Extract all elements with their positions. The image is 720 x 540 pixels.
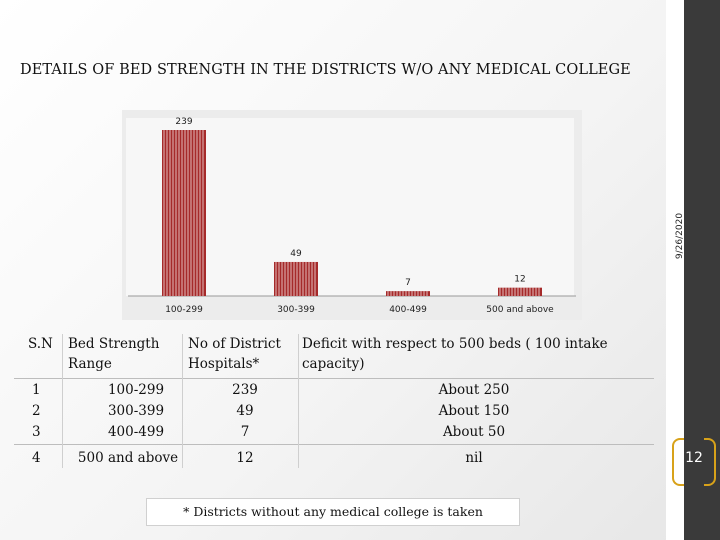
data-label: 239 — [175, 117, 192, 127]
left-bracket-icon — [672, 438, 684, 486]
bar-300-399 — [274, 261, 318, 296]
bar-chart: 239 100-299 49 300-399 7 400-499 12 500 and abo… — [122, 110, 582, 320]
x-tick-label: 500 and above — [486, 305, 554, 315]
header-district-hospitals: No of District Hospitals* — [188, 336, 281, 372]
bar-500-and-above — [498, 287, 542, 296]
slide-title: DETAILS OF BED STRENGTH IN THE DISTRICTS… — [20, 62, 631, 78]
date-strip — [666, 0, 684, 540]
table-cell: 1 — [32, 382, 41, 398]
table-cell: About 50 — [442, 424, 506, 440]
bar-400-499 — [386, 291, 430, 296]
right-bracket-icon — [704, 438, 716, 486]
table-cell: 2 — [32, 403, 41, 419]
x-tick-label: 400-499 — [389, 305, 427, 315]
page-number-badge: 12 — [672, 438, 716, 486]
table-cell: 239 — [232, 382, 258, 398]
data-label: 49 — [290, 249, 302, 259]
table-cell: 100-299 — [107, 382, 165, 398]
table-cell: About 150 — [438, 403, 510, 419]
footnote: * Districts without any medical college … — [146, 498, 520, 526]
table-cell: 7 — [240, 424, 250, 440]
header-bed-strength: Bed Strength Range — [68, 336, 160, 372]
bar — [162, 130, 206, 296]
table-cell: 49 — [236, 403, 254, 419]
x-tick-label: 100-299 — [165, 305, 203, 315]
header-divider — [14, 378, 654, 379]
header-sn: S.N — [28, 336, 53, 352]
chart-svg: 239 100-299 49 300-399 7 400-499 12 500 and abo… — [126, 117, 576, 315]
data-label: 12 — [514, 275, 525, 285]
page-number: 12 — [685, 450, 703, 466]
bar-100-299 — [162, 130, 206, 296]
table-cell: nil — [465, 450, 483, 466]
bar — [386, 291, 430, 296]
table-cell: 300-399 — [107, 403, 165, 419]
table-cell: 12 — [236, 450, 254, 466]
header-deficit: Deficit with respect to 500 beds ( 100 i… — [302, 336, 608, 372]
column-divider — [182, 334, 183, 468]
column-divider — [298, 334, 299, 468]
table-cell: 500 and above — [77, 450, 179, 466]
column-divider — [62, 334, 63, 468]
bar — [274, 261, 318, 296]
table-cell: 4 — [32, 450, 41, 466]
date-text: 9/26/2020 — [675, 212, 685, 260]
table-cell: 3 — [32, 424, 41, 440]
row-divider — [14, 444, 654, 445]
table-cell: 400-499 — [107, 424, 165, 440]
data-label: 7 — [405, 278, 411, 288]
x-tick-label: 300-399 — [277, 305, 315, 315]
bar — [498, 287, 542, 296]
table-cell: About 250 — [438, 382, 510, 398]
